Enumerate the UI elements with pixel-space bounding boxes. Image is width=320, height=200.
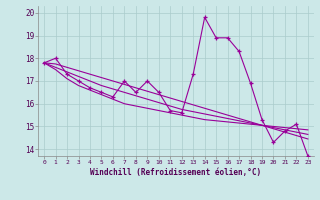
- X-axis label: Windchill (Refroidissement éolien,°C): Windchill (Refroidissement éolien,°C): [91, 168, 261, 177]
